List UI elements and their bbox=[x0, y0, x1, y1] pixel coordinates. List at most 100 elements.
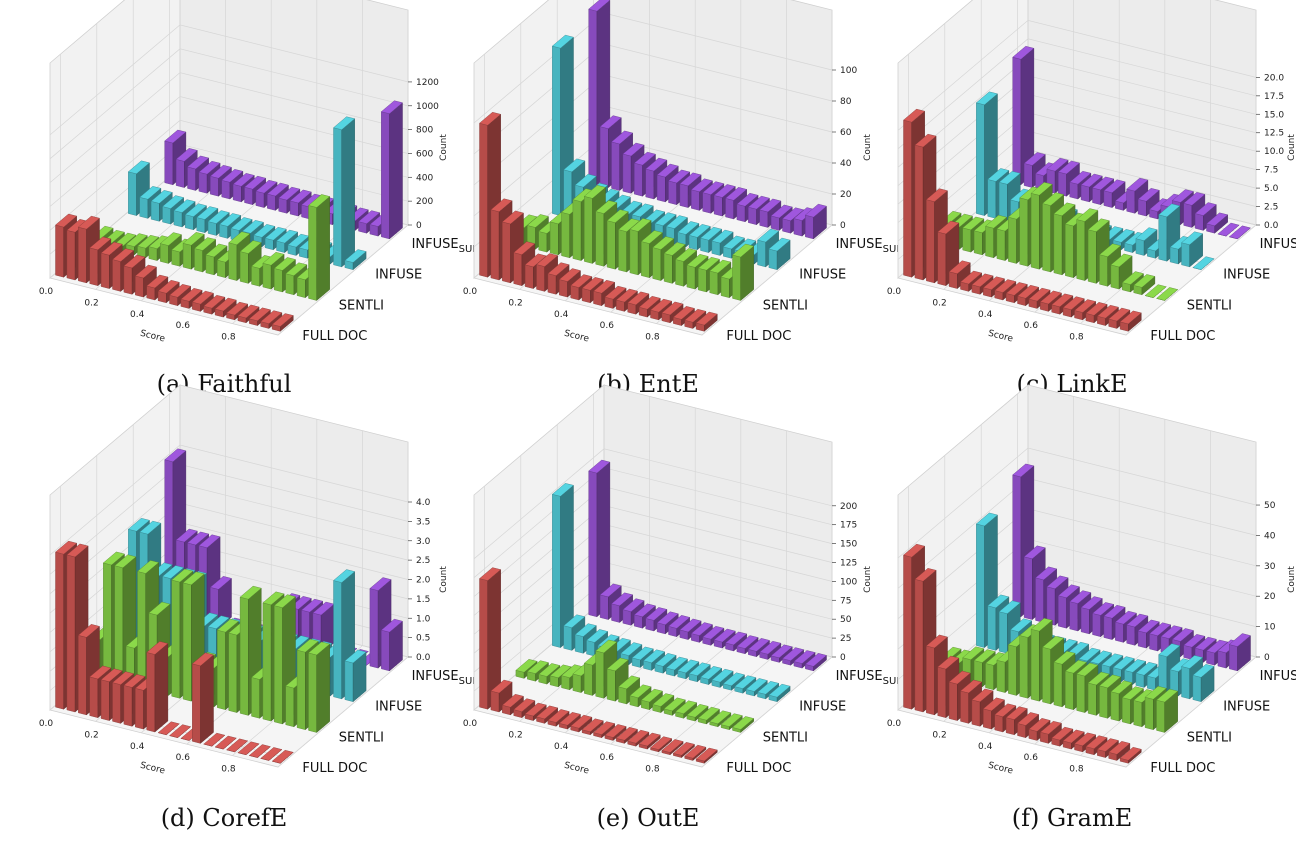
z-tick-label: 100 bbox=[840, 66, 857, 76]
z-axis-label: Count bbox=[863, 134, 873, 161]
bar-top-face bbox=[273, 594, 296, 608]
bar-front-face bbox=[960, 690, 969, 724]
z-tick-label: 1.0 bbox=[416, 614, 431, 624]
bar-top-face bbox=[358, 210, 381, 224]
bar-top-face bbox=[1078, 647, 1101, 662]
bar-front-face bbox=[759, 209, 769, 228]
bar-top-face bbox=[1183, 634, 1206, 648]
bar-full-doc-12 bbox=[1039, 290, 1062, 312]
bar-front-face bbox=[187, 166, 196, 191]
bar-top-face bbox=[1046, 157, 1069, 172]
bar-front-face bbox=[135, 688, 144, 730]
bar-front-face bbox=[679, 183, 689, 208]
bar-top-face bbox=[1228, 633, 1251, 647]
bar-top-face bbox=[125, 233, 148, 247]
bar-front-face bbox=[100, 252, 110, 289]
bar-top-face bbox=[1126, 613, 1149, 628]
bar-top-face bbox=[1053, 202, 1076, 217]
z-tick-label: 40 bbox=[1264, 531, 1276, 541]
bar-top-face bbox=[1133, 274, 1156, 288]
gridline-z bbox=[897, 38, 1257, 150]
bar-top-face bbox=[960, 679, 983, 694]
category-label: INFUSE bbox=[375, 268, 422, 283]
bar-top-face bbox=[622, 598, 645, 612]
bar-top-face bbox=[1228, 225, 1251, 240]
bar-top-face bbox=[490, 679, 513, 694]
bar-front-face bbox=[581, 288, 591, 304]
bar-front-face bbox=[296, 649, 306, 730]
bar-sentli-15 bbox=[1110, 253, 1133, 290]
bar-top-face bbox=[652, 693, 675, 707]
z-tick-label: 4.0 bbox=[416, 498, 431, 508]
bar-front-face bbox=[937, 231, 947, 286]
category-subscript: SUB bbox=[883, 676, 904, 687]
bar-front-face bbox=[962, 227, 972, 253]
bar-front-face bbox=[1122, 697, 1131, 725]
category-label: INFUSE bbox=[799, 700, 846, 715]
bar-front-face bbox=[914, 144, 924, 281]
bar-top-face bbox=[100, 668, 123, 683]
bar-top-face bbox=[638, 732, 661, 747]
bar-full-doc-13 bbox=[627, 729, 650, 747]
x-tick-label: 0.6 bbox=[600, 321, 615, 331]
category-label: INFUSESUB bbox=[1260, 669, 1296, 687]
bar-top-face bbox=[1074, 299, 1097, 313]
bar-front-face bbox=[1181, 666, 1190, 700]
bar-front-face bbox=[903, 119, 912, 278]
bar-front-face bbox=[552, 494, 561, 648]
bar-front-face bbox=[1053, 213, 1063, 276]
bar-front-face bbox=[217, 259, 226, 278]
bar-front-face bbox=[691, 189, 700, 211]
bar-top-face bbox=[1101, 653, 1124, 667]
bar-full-doc-18 bbox=[260, 747, 283, 761]
bar-front-face bbox=[996, 659, 1006, 693]
bar-top-face bbox=[615, 288, 638, 303]
bar-infuse-18 bbox=[757, 681, 780, 700]
bar-front-face bbox=[137, 571, 146, 691]
x-tick-label: 0.0 bbox=[463, 287, 478, 297]
z-tick-label: 0 bbox=[416, 221, 422, 231]
bar-front-face bbox=[182, 243, 192, 270]
category-subscript: SUB bbox=[883, 244, 904, 255]
bar-top-face bbox=[622, 142, 645, 157]
bar-front-face bbox=[599, 126, 609, 188]
bar-infuse-sub-0 bbox=[1012, 45, 1035, 186]
bar-top-face bbox=[1076, 662, 1099, 677]
x-tick-label: 0.4 bbox=[978, 310, 993, 320]
bar-top-face bbox=[1112, 656, 1135, 670]
bar-front-face bbox=[267, 193, 276, 211]
bar-top-face bbox=[1062, 729, 1085, 744]
bar-full-doc-19 bbox=[695, 311, 718, 332]
bar-full-doc-19 bbox=[271, 749, 294, 764]
bar-front-face bbox=[1076, 219, 1086, 281]
bar-front-face bbox=[595, 211, 605, 267]
bar-top-face bbox=[654, 653, 677, 667]
bar-top-face bbox=[643, 649, 666, 664]
bar-top-face bbox=[1087, 218, 1110, 232]
bar-full-doc-5 bbox=[536, 705, 559, 724]
bar-front-face bbox=[1019, 197, 1029, 267]
bar-side-face bbox=[316, 643, 330, 733]
bar-front-face bbox=[228, 632, 238, 713]
bar-top-face bbox=[581, 277, 604, 291]
panel-ente: 0.0 0.2 0.4 0.6 0.8 Score FULL DOC SENTLI INFUSE… bbox=[436, 0, 903, 428]
z-tick-label: 150 bbox=[840, 540, 857, 550]
x-tick-label: 0.6 bbox=[1024, 321, 1039, 331]
bar-top-face bbox=[734, 675, 757, 689]
bar-top-face bbox=[66, 543, 89, 558]
category-label: INFUSE bbox=[799, 268, 846, 283]
bar-front-face bbox=[618, 686, 627, 705]
bar-top-face bbox=[702, 625, 725, 640]
bar-front-face bbox=[114, 565, 124, 685]
z-tick-label: 0.0 bbox=[1264, 221, 1279, 231]
bar-top-face bbox=[1192, 664, 1215, 678]
bar-top-face bbox=[244, 175, 267, 190]
bar-top-face bbox=[604, 285, 627, 300]
bar-top-face bbox=[668, 615, 691, 629]
bar-full-doc-19 bbox=[271, 313, 294, 332]
bar-top-face bbox=[380, 100, 403, 114]
bar-full-doc-13 bbox=[203, 732, 226, 747]
bar-front-face bbox=[1080, 607, 1090, 635]
category-label: FULL DOC bbox=[726, 329, 791, 344]
z-tick-label: 20.0 bbox=[1264, 73, 1284, 83]
